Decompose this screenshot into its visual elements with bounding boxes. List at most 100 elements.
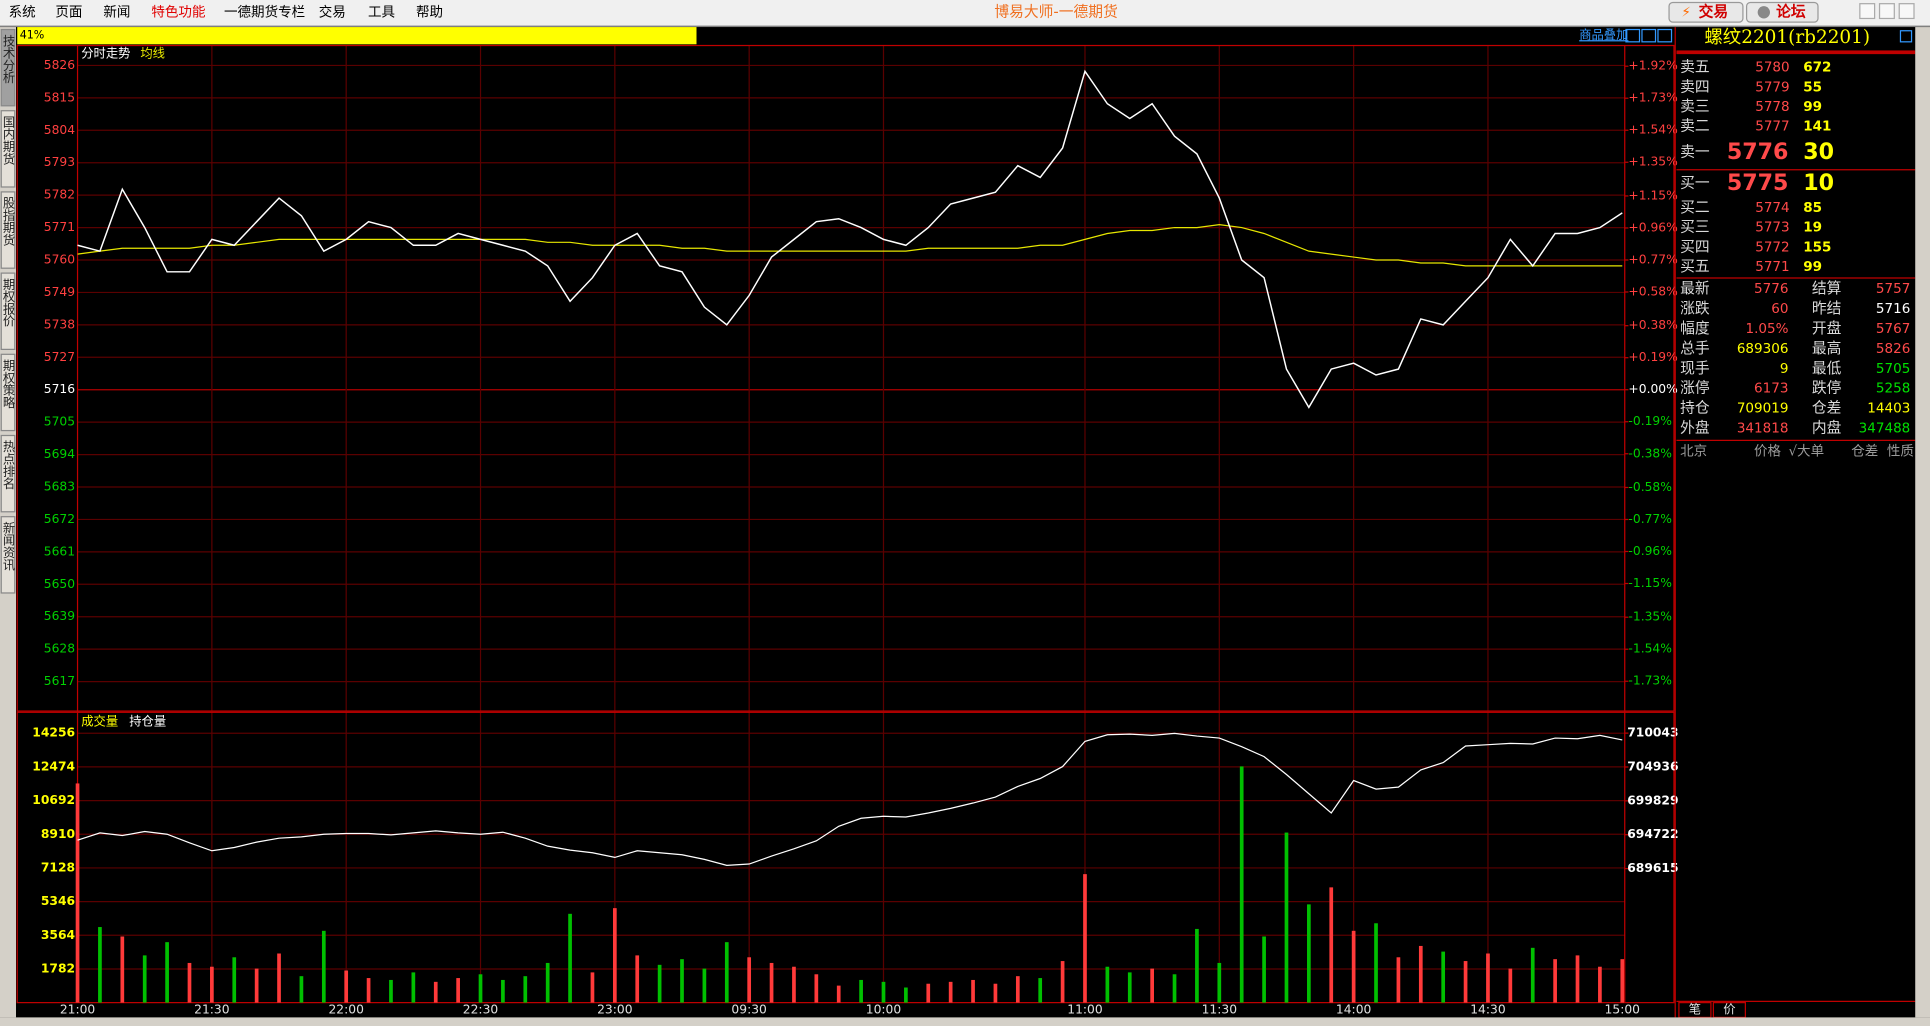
stat-label: 最低 bbox=[1812, 360, 1842, 377]
overlay-link[interactable]: 商品叠加 bbox=[1579, 27, 1628, 42]
x-tick-label: 09:30 bbox=[731, 1003, 766, 1017]
volume-bar bbox=[792, 966, 796, 1003]
volume-bar bbox=[254, 968, 259, 1003]
stat-value: 347488 bbox=[1859, 421, 1911, 437]
volume-bar bbox=[1329, 887, 1334, 1003]
volume-bar bbox=[142, 955, 147, 1003]
series-line bbox=[77, 69, 1623, 409]
y2-tick-label: +0.00% bbox=[1628, 382, 1677, 396]
quote-title: 螺纹2201(rb2201) bbox=[1704, 27, 1870, 48]
volume-bar bbox=[321, 930, 326, 1003]
volume-bar bbox=[724, 942, 729, 1003]
ask-price: 5780 bbox=[1755, 60, 1789, 76]
bid-volume: 10 bbox=[1803, 170, 1834, 196]
menu-item[interactable]: 帮助 bbox=[416, 4, 443, 20]
side-tab[interactable] bbox=[0, 434, 16, 513]
stat-value: 5767 bbox=[1876, 321, 1910, 337]
trade-button[interactable]: 交易 bbox=[1699, 2, 1729, 20]
legend-entry: 持仓量 bbox=[129, 714, 166, 729]
tab-label[interactable]: 笔 bbox=[1689, 1002, 1701, 1017]
x-tick-label: 15:00 bbox=[1605, 1003, 1640, 1017]
forum-button[interactable]: 论坛 bbox=[1776, 2, 1806, 20]
ask-volume: 30 bbox=[1803, 139, 1834, 165]
volume-bar bbox=[344, 970, 349, 1003]
ask-label: 卖一 bbox=[1680, 144, 1710, 161]
toolbar-icon[interactable] bbox=[1657, 28, 1673, 43]
maximize-button[interactable] bbox=[1878, 3, 1895, 20]
menu-item[interactable]: 交易 bbox=[319, 3, 346, 20]
volume-bar bbox=[75, 783, 80, 1003]
y2-tick-label: -0.96% bbox=[1628, 544, 1672, 558]
side-tab-label[interactable]: 期权策略 bbox=[1, 359, 15, 409]
tab-label[interactable]: 价 bbox=[1723, 1003, 1735, 1017]
x-tick-label: 21:00 bbox=[60, 1003, 95, 1017]
stat-value: 14403 bbox=[1867, 401, 1910, 417]
menu-item[interactable]: 工具 bbox=[368, 4, 395, 20]
y-tick-label: 5661 bbox=[44, 544, 75, 558]
y-tick-label: 5346 bbox=[41, 894, 75, 908]
volume-bar bbox=[1441, 951, 1446, 1003]
side-tab-label[interactable]: 热点排名 bbox=[1, 440, 15, 489]
y-tick-label: 3564 bbox=[41, 928, 75, 942]
y-tick-label: 5628 bbox=[44, 642, 75, 656]
toolbar-icon[interactable] bbox=[1641, 28, 1657, 43]
y2-tick-label: -0.58% bbox=[1628, 480, 1672, 494]
volume-bar bbox=[1620, 959, 1625, 1003]
menu-item[interactable]: 特色功能 bbox=[151, 3, 206, 20]
minimize-button[interactable] bbox=[1859, 3, 1876, 20]
menu-item[interactable]: 新闻 bbox=[103, 4, 130, 20]
volume-bar bbox=[635, 955, 640, 1003]
toolbar-icon[interactable] bbox=[1625, 28, 1641, 43]
volume-bar bbox=[702, 968, 707, 1003]
bid-price: 5775 bbox=[1727, 170, 1789, 196]
menu-item[interactable]: 系统 bbox=[9, 4, 36, 20]
y-tick-label: 5639 bbox=[44, 609, 75, 623]
panel-icon[interactable] bbox=[1899, 30, 1913, 43]
menu-item[interactable]: 页面 bbox=[55, 4, 82, 20]
y2-tick-label: +0.19% bbox=[1628, 350, 1677, 364]
volume-bar bbox=[456, 978, 460, 1003]
side-tab[interactable] bbox=[0, 191, 16, 269]
stat-label: 涨停 bbox=[1680, 380, 1710, 397]
side-tab-label[interactable]: 技术分析 bbox=[1, 34, 15, 84]
y-tick-label: 1782 bbox=[41, 961, 75, 975]
bid-volume: 99 bbox=[1803, 259, 1822, 275]
volume-panel-frame bbox=[16, 711, 1675, 1004]
volume-bar bbox=[1553, 959, 1557, 1003]
volume-bar bbox=[187, 962, 192, 1003]
y2-tick-label: +0.77% bbox=[1628, 252, 1677, 266]
side-tab[interactable] bbox=[0, 516, 16, 594]
side-tab-label[interactable]: 股指期货 bbox=[1, 197, 15, 247]
volume-bar bbox=[1530, 947, 1535, 1003]
volume-bar bbox=[926, 983, 931, 1003]
volume-bar bbox=[523, 976, 528, 1003]
side-tab[interactable] bbox=[0, 28, 16, 107]
side-tab-label[interactable]: 国内期货 bbox=[1, 116, 15, 166]
series-line bbox=[77, 224, 1623, 267]
legend-entry: 成交量 bbox=[81, 714, 118, 729]
volume-bar bbox=[612, 908, 617, 1003]
trade-button-bg[interactable] bbox=[1668, 1, 1744, 23]
bid-label: 买四 bbox=[1680, 238, 1710, 255]
title-underline bbox=[1676, 50, 1916, 55]
y2-tick-label: 689615 bbox=[1627, 861, 1678, 875]
volume-bar bbox=[590, 972, 595, 1003]
side-tab[interactable] bbox=[0, 272, 16, 350]
y-tick-label: 5683 bbox=[44, 480, 75, 494]
ask-label: 卖二 bbox=[1680, 118, 1710, 135]
volume-bar bbox=[501, 979, 505, 1003]
menu-item[interactable]: 一德期货专栏 bbox=[224, 3, 305, 20]
right-strip bbox=[1915, 27, 1930, 1018]
bid-volume: 19 bbox=[1803, 220, 1822, 236]
side-tab-label[interactable]: 新闻资讯 bbox=[1, 520, 15, 571]
trades-header: 北京 bbox=[1680, 443, 1707, 459]
side-tab[interactable] bbox=[0, 353, 16, 432]
stat-value: 5757 bbox=[1876, 281, 1910, 297]
side-tab-label[interactable]: 期权报价 bbox=[1, 278, 15, 327]
side-tab[interactable] bbox=[0, 110, 16, 188]
x-tick-label: 14:00 bbox=[1336, 1003, 1371, 1017]
close-button[interactable] bbox=[1898, 3, 1915, 20]
